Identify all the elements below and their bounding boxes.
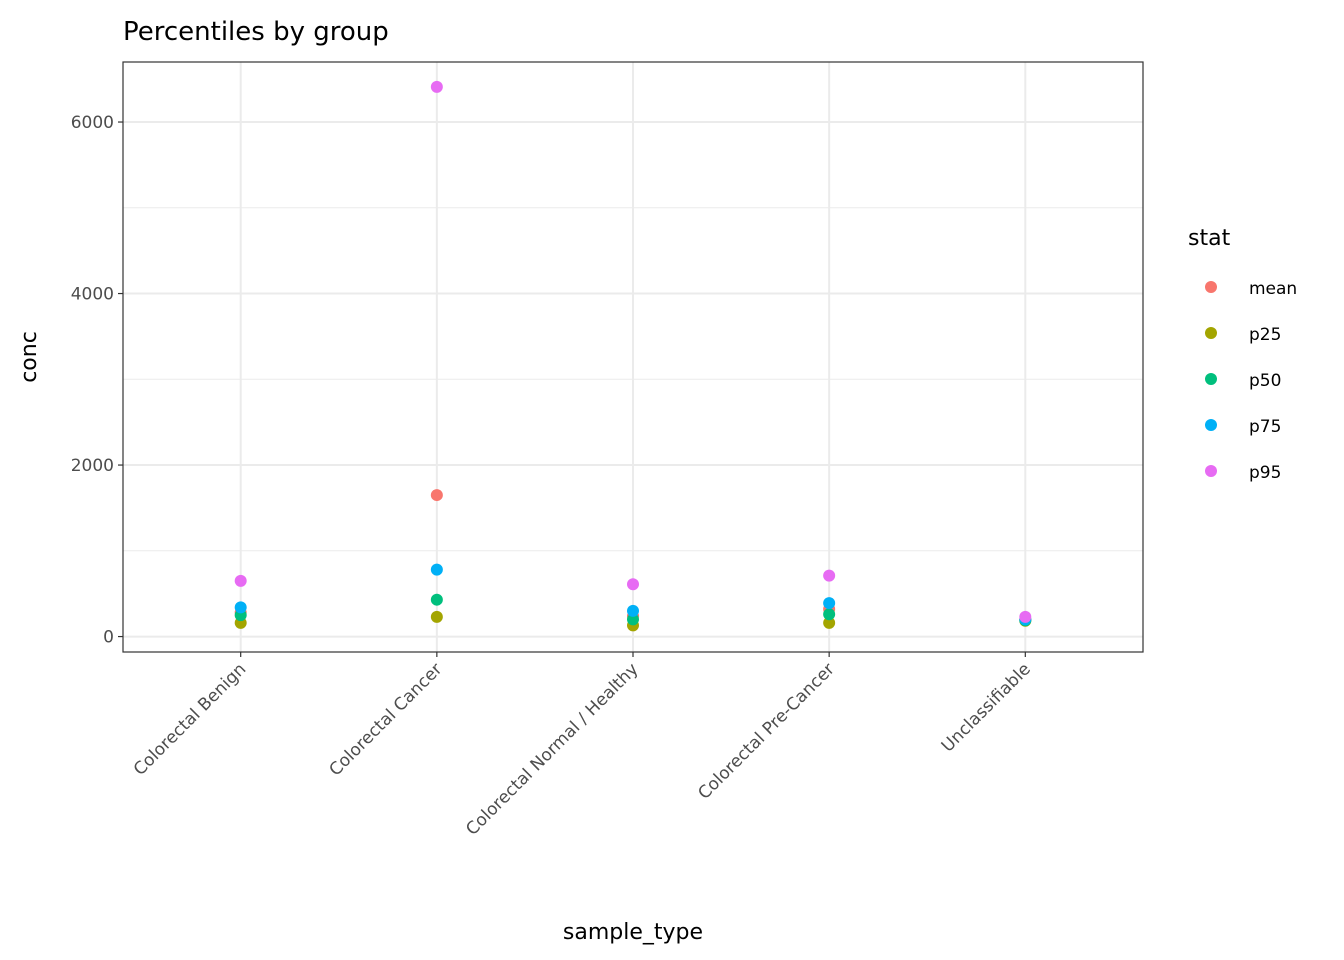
legend-label-p95: p95	[1249, 463, 1281, 483]
legend-key-p95	[1205, 465, 1217, 477]
y-tick-label: 2000	[71, 456, 114, 476]
point-p95	[234, 574, 247, 587]
point-p50	[627, 613, 639, 626]
point-p50	[430, 593, 443, 606]
legend-label-mean: mean	[1249, 279, 1297, 299]
point-p50	[823, 608, 836, 621]
legend-title: stat	[1188, 226, 1231, 251]
point-p95	[627, 578, 639, 591]
point-p95	[430, 80, 443, 93]
legend-key-p25	[1205, 327, 1217, 339]
y-tick-label: 4000	[71, 285, 114, 305]
point-p75	[234, 601, 247, 614]
point-p75	[627, 604, 639, 617]
legend-label-p75: p75	[1249, 417, 1281, 437]
point-p25	[823, 616, 836, 629]
legend-key-p50	[1205, 373, 1217, 385]
point-p75	[823, 597, 836, 610]
panel-border	[122, 61, 1144, 653]
point-p75	[430, 563, 443, 576]
y-tick-label: 6000	[71, 113, 114, 133]
legend-key-mean	[1205, 281, 1217, 293]
point-p95	[823, 569, 836, 582]
legend-key-p75	[1205, 419, 1217, 431]
point-p25	[430, 610, 443, 623]
legend: stat mean p25 p50 p75 p95	[1188, 226, 1297, 483]
point-mean	[430, 489, 443, 502]
x-tick-label: Unclassifiable	[938, 659, 1035, 756]
x-tick-label: Colorectal Normal / Healthy	[462, 659, 642, 839]
plot-area: 0 2000 4000 6000 Colorectal Benign Colorectal…	[71, 61, 1144, 840]
x-tick-label: Colorectal Pre-Cancer	[694, 659, 838, 803]
y-axis-title: conc	[17, 331, 42, 383]
legend-label-p50: p50	[1249, 371, 1281, 391]
point-p95	[1019, 610, 1032, 623]
x-tick-label: Colorectal Cancer	[326, 659, 447, 780]
legend-label-p25: p25	[1249, 325, 1281, 345]
chart-title: Percentiles by group	[123, 17, 389, 47]
x-tick-label: Colorectal Benign	[130, 659, 250, 779]
x-axis-title: sample_type	[563, 920, 703, 945]
y-tick-label: 0	[103, 628, 114, 648]
